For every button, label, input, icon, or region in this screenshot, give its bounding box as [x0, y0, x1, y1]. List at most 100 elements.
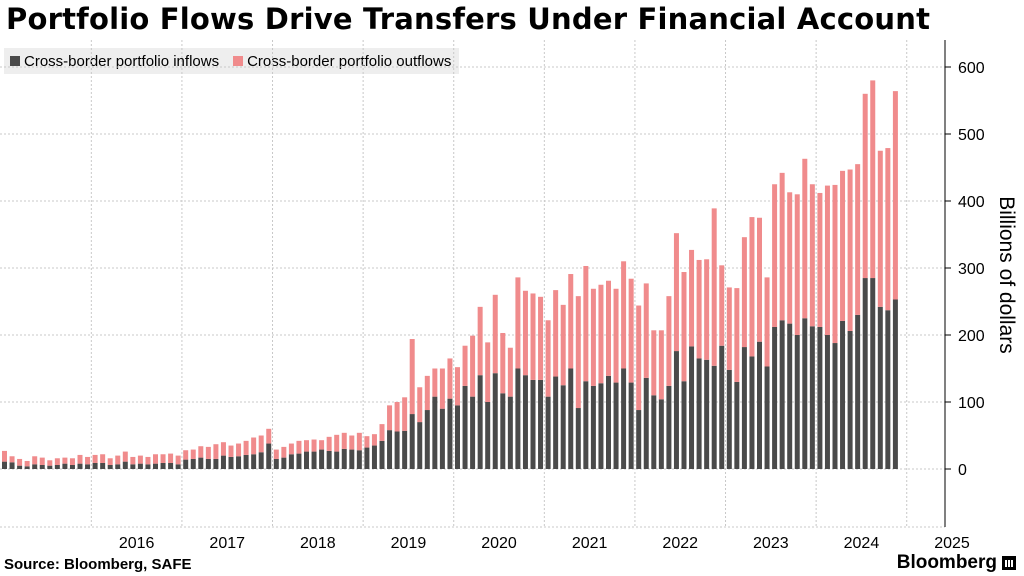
bar-outflows [824, 185, 830, 335]
legend-swatch-outflows [233, 56, 244, 66]
legend-swatch-inflows [10, 56, 20, 66]
bar-outflows [24, 460, 30, 467]
bar-outflows [326, 436, 332, 451]
bar-inflows [522, 375, 528, 469]
bar-inflows [100, 462, 106, 469]
bar-inflows [462, 385, 468, 469]
bar-outflows [432, 368, 438, 397]
bar-outflows [175, 455, 181, 465]
bar-outflows [477, 306, 483, 376]
bar-inflows [764, 366, 770, 469]
bar-inflows [243, 454, 249, 469]
bar-inflows [862, 278, 868, 469]
bar-outflows [613, 288, 619, 383]
bar-outflows [462, 345, 468, 386]
bar-outflows [311, 439, 317, 452]
bar-outflows [379, 424, 385, 441]
bar-outflows [266, 428, 272, 444]
bar-outflows [281, 446, 287, 458]
bar-outflows [560, 304, 566, 386]
bar-inflows [455, 405, 460, 469]
bar-outflows [220, 442, 226, 456]
bar-outflows [447, 358, 453, 399]
bar-outflows [190, 449, 196, 459]
bar-outflows [870, 80, 876, 279]
bar-outflows [696, 259, 702, 359]
bar-outflows [145, 456, 151, 465]
bar-inflows [689, 346, 695, 469]
bar-inflows [364, 447, 370, 469]
bar-outflows [621, 261, 627, 369]
bar-inflows [266, 443, 272, 469]
bar-outflows [515, 277, 521, 369]
bar-outflows [636, 305, 642, 411]
bar-outflows [749, 217, 755, 357]
bar-inflows [205, 458, 211, 469]
y-tick-label: 0 [958, 462, 967, 479]
bar-inflows [636, 410, 642, 469]
bar-inflows [153, 463, 158, 469]
bar-inflows [145, 464, 151, 469]
bar-outflows [251, 437, 257, 455]
bar-outflows [787, 192, 793, 324]
bar-inflows [183, 459, 189, 469]
bar-outflows [409, 339, 415, 415]
bar-inflows [809, 326, 815, 469]
bar-outflows [522, 290, 528, 376]
bar-inflows [545, 396, 551, 469]
bar-inflows [319, 449, 325, 469]
bar-inflows [198, 457, 204, 469]
bar-outflows [455, 367, 460, 406]
bar-outflows [198, 446, 204, 458]
bar-inflows [296, 453, 302, 469]
bar-inflows [175, 464, 181, 469]
bar-inflows [681, 381, 687, 469]
bar-outflows [757, 217, 762, 342]
bar-outflows [530, 293, 536, 380]
bar-inflows [424, 410, 430, 469]
bar-inflows [726, 369, 732, 469]
bar-outflows [590, 288, 596, 386]
bar-outflows [606, 280, 611, 376]
bar-inflows [107, 464, 113, 469]
bar-outflows [862, 93, 868, 279]
bar-inflows [432, 396, 438, 469]
bar-outflows [840, 170, 846, 321]
bar-inflows [288, 454, 294, 469]
bar-inflows [17, 465, 23, 469]
bar-inflows [553, 376, 559, 469]
bar-outflows [334, 434, 340, 452]
bar-outflows [726, 287, 732, 370]
bar-outflows [304, 440, 309, 452]
bar-inflows [621, 368, 627, 469]
bar-inflows [643, 377, 649, 469]
bar-inflows [251, 454, 257, 469]
bar-inflows [39, 464, 45, 469]
bar-outflows [387, 405, 393, 431]
bar-outflows [417, 387, 423, 423]
bar-inflows [568, 368, 574, 469]
bar-outflows [183, 450, 189, 460]
bar-inflows [877, 306, 883, 469]
bar-inflows [447, 398, 453, 469]
bar-outflows [236, 443, 242, 457]
bar-outflows [62, 457, 68, 464]
bar-inflows [258, 452, 264, 469]
y-tick-label: 100 [958, 395, 985, 412]
bar-outflows [817, 192, 823, 327]
bar-inflows [47, 465, 53, 469]
brand-name: Bloomberg [896, 552, 997, 573]
bar-inflows [69, 464, 75, 469]
bar-outflows [371, 434, 377, 446]
bar-inflows [417, 422, 423, 469]
bar-inflows [711, 365, 717, 469]
bar-inflows [590, 385, 596, 469]
bar-outflows [855, 164, 861, 315]
bar-inflows [628, 382, 634, 469]
bar-outflows [764, 277, 770, 367]
bar-outflows [85, 456, 91, 465]
bar-outflows [877, 150, 883, 307]
bar-outflows [364, 436, 370, 448]
y-axis-title: Billions of dollars [995, 196, 1018, 354]
bar-inflows [387, 430, 393, 469]
